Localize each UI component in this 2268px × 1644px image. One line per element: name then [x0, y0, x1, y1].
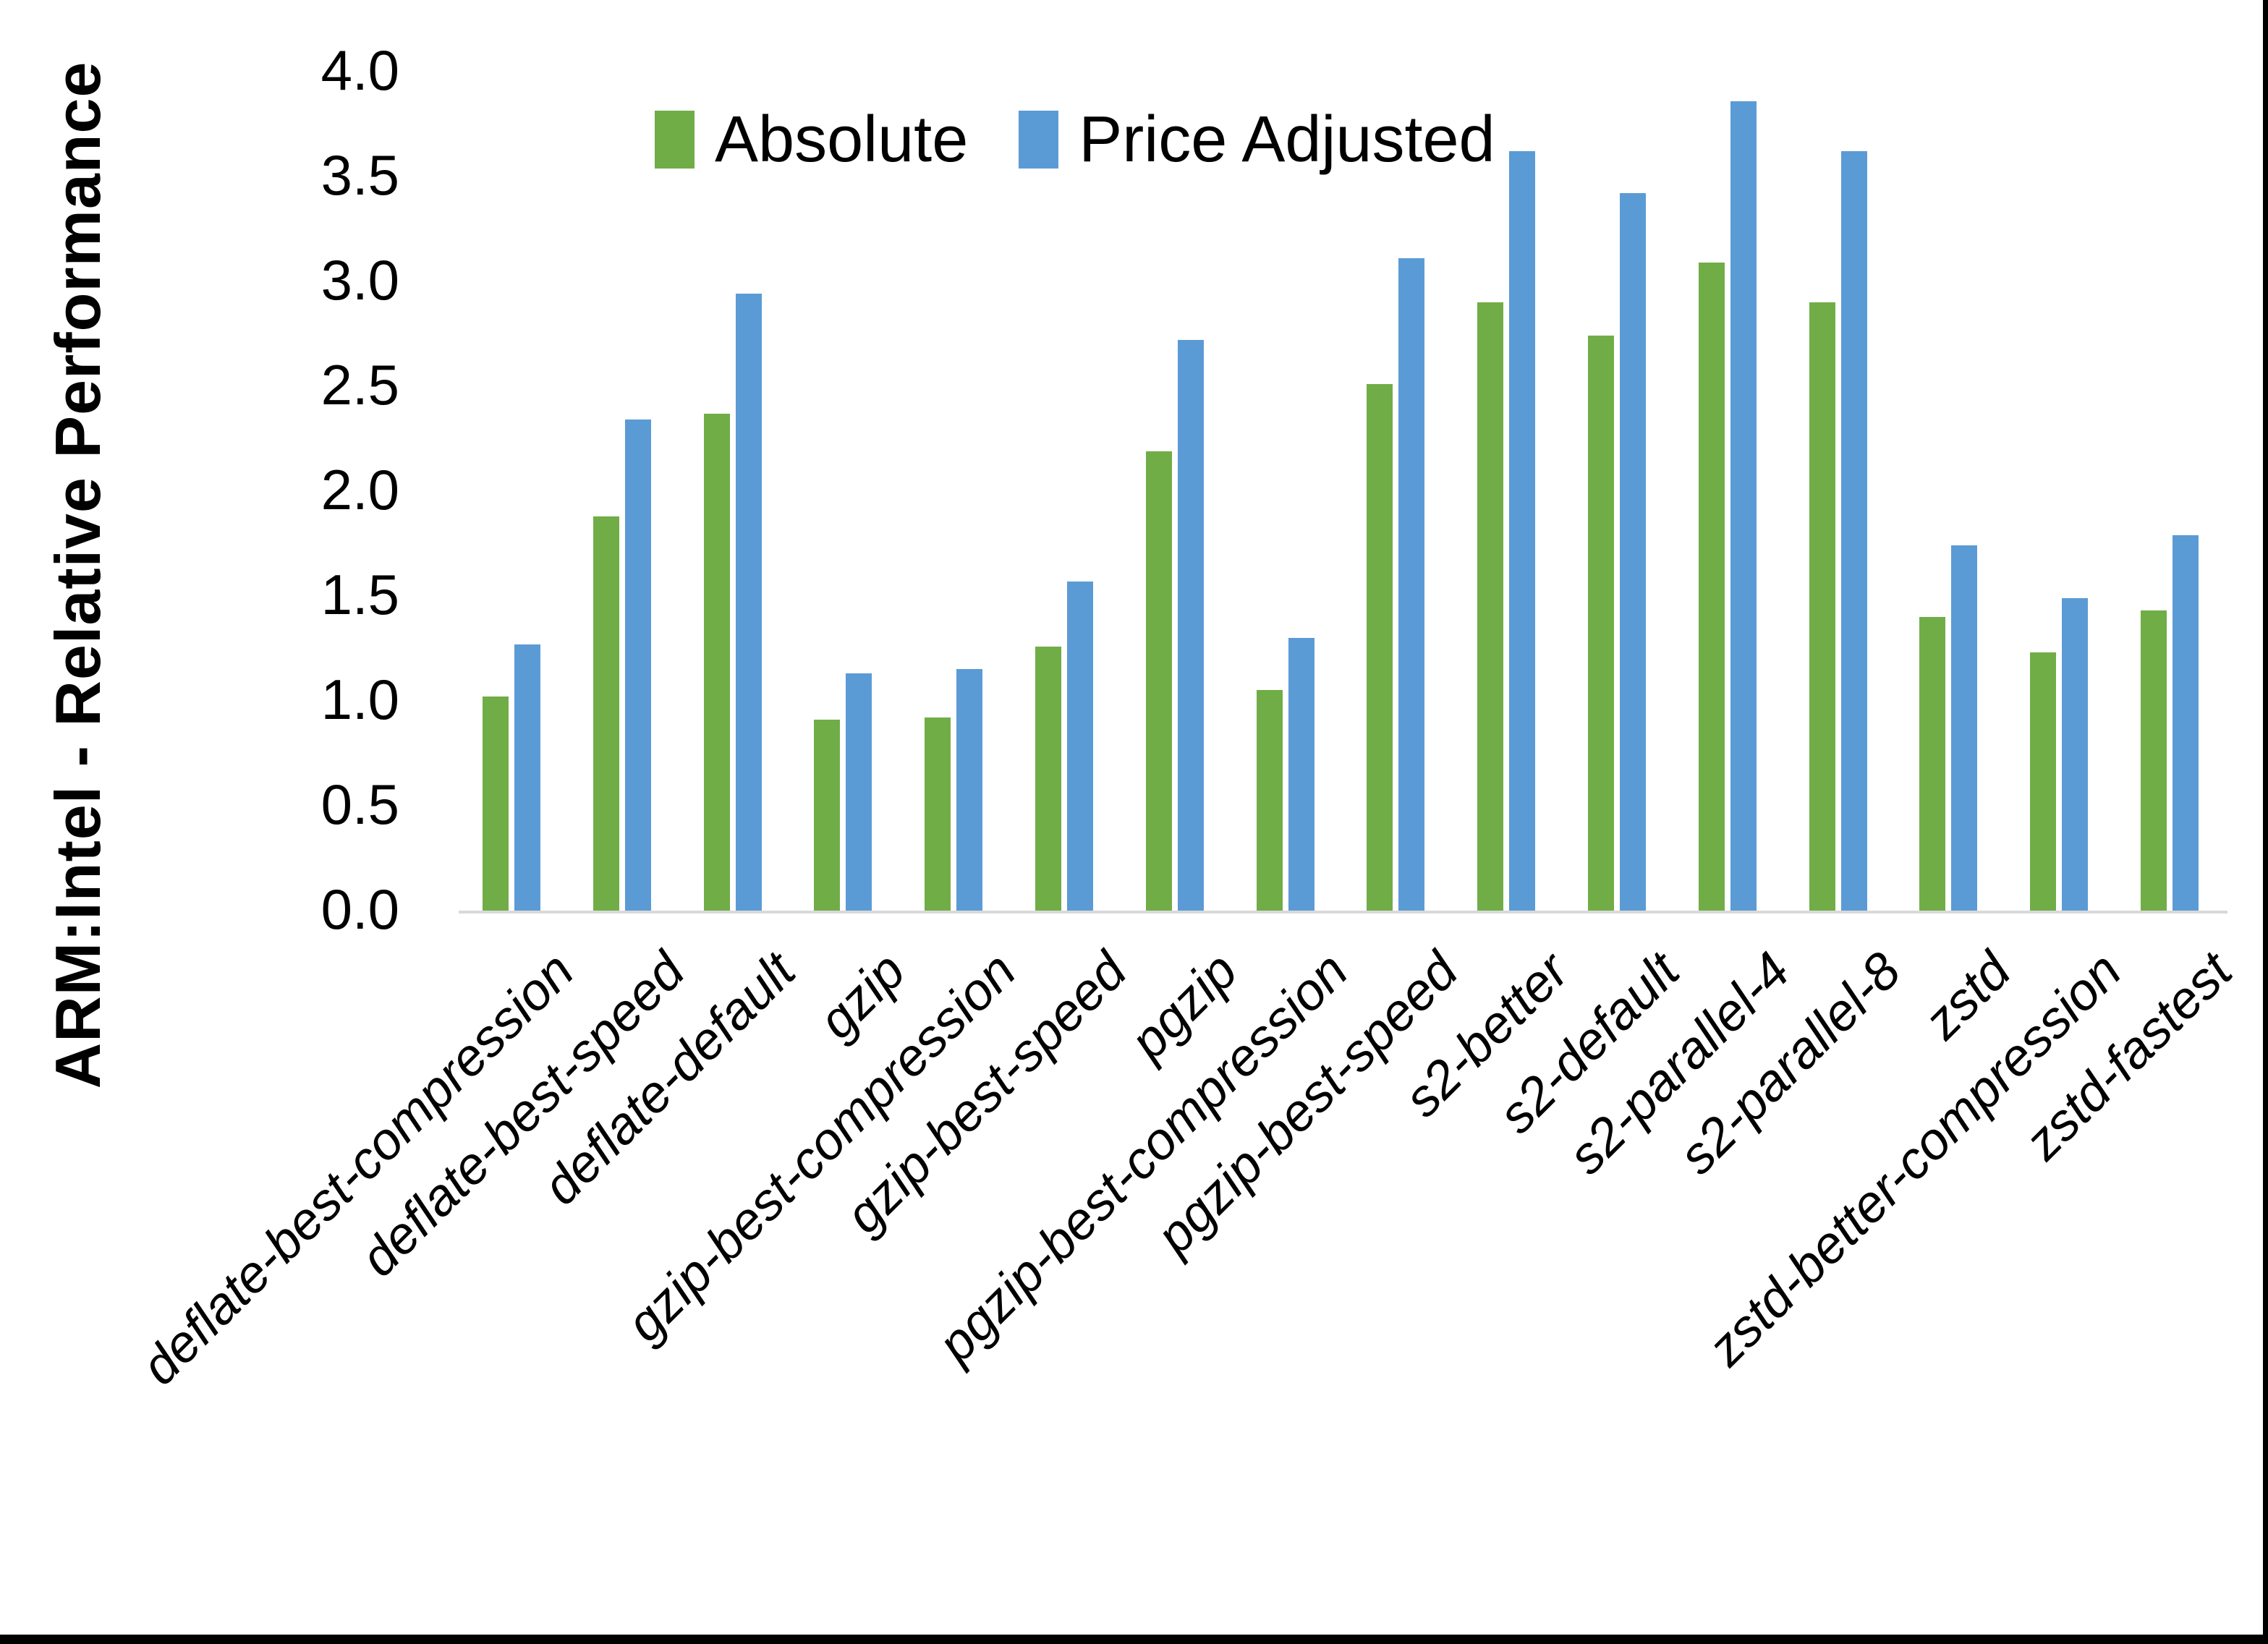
bar-price-adjusted-s2-parallel-8	[1841, 151, 1867, 911]
bar-absolute-s2-default	[1588, 336, 1614, 911]
bar-absolute-pgzip-best-speed	[1367, 384, 1393, 911]
y-axis-tick-label-0.5: 0.5	[320, 772, 399, 836]
y-axis-tick-label-0.0: 0.0	[320, 877, 399, 941]
bar-absolute-gzip-best-speed	[1035, 647, 1061, 911]
bar-absolute-s2-better	[1477, 302, 1503, 911]
legend-item-absolute: Absolute	[655, 107, 968, 172]
bar-price-adjusted-s2-default	[1620, 193, 1646, 911]
bar-absolute-s2-parallel-4	[1699, 263, 1725, 911]
legend: Absolute Price Adjusted	[655, 107, 1495, 172]
frame-bottom-edge	[0, 1635, 2268, 1644]
bar-absolute-deflate-best-compression	[483, 697, 509, 911]
frame-right-edge	[2263, 0, 2268, 1644]
y-axis-tick-label-3.5: 3.5	[320, 143, 399, 207]
bar-price-adjusted-gzip-best-speed	[1067, 582, 1093, 911]
x-axis-baseline	[459, 911, 2227, 913]
legend-swatch-absolute	[655, 111, 695, 169]
bar-price-adjusted-zstd-fastest	[2173, 535, 2199, 911]
bar-price-adjusted-s2-better	[1509, 151, 1535, 911]
y-axis-tick-label-2.5: 2.5	[320, 353, 399, 417]
legend-label-price-adjusted: Price Adjusted	[1079, 103, 1495, 176]
bar-absolute-zstd	[1919, 617, 1945, 911]
bar-price-adjusted-gzip-best-compression	[956, 669, 982, 911]
bar-absolute-pgzip	[1146, 451, 1172, 911]
bar-absolute-zstd-better-compression	[2030, 652, 2056, 911]
bar-absolute-s2-parallel-8	[1809, 302, 1835, 911]
bar-price-adjusted-zstd	[1951, 545, 1977, 911]
legend-label-absolute: Absolute	[715, 103, 969, 176]
y-axis-tick-label-2.0: 2.0	[320, 458, 399, 521]
y-axis-title: ARM:Intel - Relative Performance	[42, 61, 114, 1089]
bar-price-adjusted-deflate-best-speed	[625, 419, 651, 911]
bar-absolute-gzip	[814, 720, 840, 911]
bar-price-adjusted-pgzip	[1178, 340, 1204, 911]
y-axis-tick-label-3.0: 3.0	[320, 248, 399, 312]
bar-absolute-gzip-best-compression	[925, 717, 951, 911]
bar-price-adjusted-deflate-default	[736, 294, 762, 911]
y-axis-tick-label-4.0: 4.0	[320, 38, 399, 102]
bar-absolute-zstd-fastest	[2141, 610, 2167, 911]
y-axis-tick-label-1.0: 1.0	[320, 668, 399, 731]
legend-swatch-price-adjusted	[1019, 111, 1059, 169]
bar-price-adjusted-deflate-best-compression	[514, 644, 540, 911]
bar-price-adjusted-s2-parallel-4	[1730, 101, 1757, 911]
bar-absolute-pgzip-best-compression	[1257, 690, 1283, 911]
bar-price-adjusted-pgzip-best-speed	[1398, 258, 1424, 911]
bar-absolute-deflate-default	[704, 414, 730, 911]
bar-price-adjusted-gzip	[846, 673, 872, 911]
bar-absolute-deflate-best-speed	[593, 516, 619, 911]
bar-price-adjusted-zstd-better-compression	[2062, 598, 2088, 911]
y-axis-tick-label-1.5: 1.5	[320, 563, 399, 626]
bar-price-adjusted-pgzip-best-compression	[1288, 638, 1314, 911]
legend-item-price-adjusted: Price Adjusted	[1019, 107, 1495, 172]
